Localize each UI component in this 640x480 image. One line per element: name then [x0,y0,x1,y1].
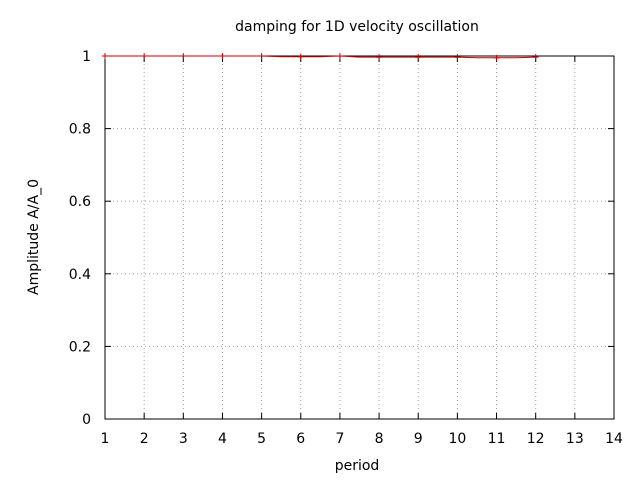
x-tick-label: 8 [375,431,384,447]
y-axis-label: Amplitude A/A_0 [26,179,42,295]
data-point [336,53,343,59]
x-tick-label: 14 [605,431,623,447]
x-tick-label: 13 [566,431,584,447]
y-tick-label: 0.8 [69,122,91,138]
chart-title: damping for 1D velocity oscillation [235,19,479,35]
data-point [141,53,148,59]
x-tick-label: 11 [488,431,506,447]
data-point [415,54,422,61]
x-tick-label: 9 [414,431,423,447]
x-tick-label: 12 [527,431,545,447]
data-point [102,53,108,59]
plot-frame [104,55,615,420]
data-point [180,53,187,59]
x-tick-label: 4 [218,431,227,447]
x-tick-label: 10 [448,431,466,447]
x-tick-label: 7 [335,431,344,447]
y-tick-label: 0 [82,412,91,428]
y-tick-label: 0.2 [69,339,91,355]
x-tick-label: 3 [179,431,188,447]
grid [105,56,614,419]
x-tick-label: 6 [296,431,305,447]
data-point [454,54,461,61]
x-tick-label: 1 [101,431,110,447]
data-point [376,54,383,61]
x-axis-label: period [335,458,380,474]
x-tick-label: 2 [140,431,149,447]
data-point [493,54,500,61]
y-tick-label: 1 [82,49,91,65]
data-point [532,54,539,61]
data-point [258,53,265,59]
x-tick-label: 5 [257,431,266,447]
data-point [219,53,226,59]
data-point [297,53,304,60]
y-tick-label: 0.6 [69,194,91,210]
y-tick-label: 0.4 [69,267,91,283]
series-layer [102,53,539,61]
